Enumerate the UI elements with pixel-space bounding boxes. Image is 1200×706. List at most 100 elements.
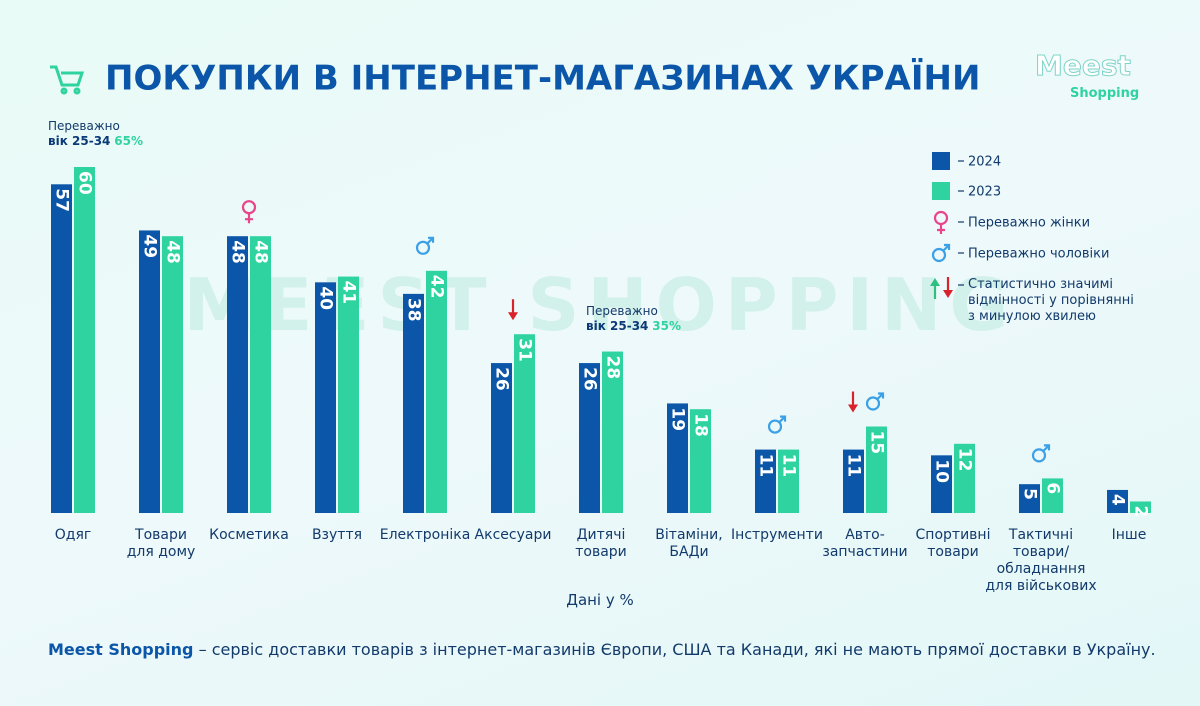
value-label: 26 (492, 367, 512, 391)
bar (1130, 501, 1151, 513)
age-note: Переважно вік 25-34 65% (48, 119, 158, 149)
value-label: 18 (691, 413, 711, 437)
female-icon (933, 210, 949, 234)
bar (954, 443, 975, 513)
bar (866, 426, 887, 513)
note-age: вік 25-34 (586, 318, 649, 333)
bar (755, 449, 776, 513)
legend-label: Переважно чоловіки (968, 247, 1109, 262)
icon-part (876, 392, 885, 401)
bar (491, 363, 512, 513)
bar (778, 449, 799, 513)
value-label: 40 (316, 286, 336, 310)
age-note: Переважно вік 25-34 35% (586, 304, 696, 334)
x-tick-label: Одяг (54, 527, 92, 543)
note-share: 65% (114, 134, 143, 148)
bar (403, 293, 424, 513)
x-tick-label: Тактичні товари/ обладнання для військов… (985, 527, 1097, 594)
x-tick-label: Товари для дому (126, 527, 196, 560)
footer: Meest Shopping – сервіс доставки товарів… (48, 640, 1168, 659)
male-icon (865, 392, 885, 411)
value-label: 48 (163, 240, 183, 264)
bar (1019, 484, 1040, 513)
icon-part (937, 224, 945, 234)
male-icon (415, 236, 435, 255)
note-line: Переважно (586, 303, 658, 318)
male-icon (767, 415, 787, 434)
value-label: 11 (756, 454, 776, 478)
male-icon (1031, 444, 1051, 463)
value-label: 4 (1108, 494, 1128, 506)
value-label: 42 (427, 275, 447, 299)
down-icon (508, 299, 518, 321)
bar (843, 449, 864, 513)
bar (227, 236, 248, 513)
legend-swatch (932, 152, 950, 170)
icon-part (1042, 444, 1051, 453)
note-line: Переважно (48, 119, 120, 133)
icon-part (415, 240, 431, 255)
logo-sub: Shopping (1070, 86, 1139, 101)
bar (1107, 489, 1128, 513)
icon-part (1031, 448, 1047, 463)
legend-label: Переважно жінки (968, 216, 1090, 231)
x-tick-label: Косметика (209, 527, 289, 543)
value-label: 2 (1131, 505, 1151, 517)
value-label: 15 (867, 431, 887, 455)
male-icon (931, 243, 951, 263)
x-tick-label: Взуття (311, 527, 363, 543)
x-tick-label: Електроніка (379, 527, 471, 543)
icon-part (933, 210, 949, 226)
bar (602, 351, 623, 513)
icon-part (865, 396, 881, 411)
bar (667, 403, 688, 513)
bar (1042, 478, 1063, 513)
down-icon (943, 277, 953, 298)
value-label: 12 (955, 448, 975, 472)
x-axis-label: Дані у % (566, 591, 634, 609)
value-label: 48 (228, 240, 248, 264)
value-label: 31 (515, 338, 535, 362)
icon-part (931, 247, 947, 263)
icon-part (778, 415, 787, 424)
value-label: 5 (1020, 488, 1040, 500)
icon-part (767, 419, 783, 434)
x-tick-label: Аксесуари (474, 527, 552, 543)
female-icon (241, 200, 257, 224)
note-age: вік 25-34 (48, 134, 111, 148)
icon-part (426, 236, 435, 245)
value-label: 57 (52, 188, 72, 212)
icon-part (245, 213, 253, 224)
value-label: 10 (932, 459, 952, 483)
footer-text: – сервіс доставки товарів з інтернет-маг… (198, 640, 1156, 659)
bar (74, 167, 95, 513)
icon-part (930, 278, 940, 286)
title: ПОКУПКИ В ІНТЕРНЕТ-МАГАЗИНАХ УКРАЇНИ (105, 58, 980, 99)
bar (139, 230, 160, 513)
value-label: 38 (404, 298, 424, 322)
value-label: 41 (339, 281, 359, 305)
legend-label: Статистично значимі відмінності у порівн… (968, 277, 1134, 324)
bar (514, 334, 535, 513)
value-label: 19 (668, 407, 688, 431)
icon-part (508, 312, 518, 321)
x-tick-label: Вітаміни, БАДи (655, 527, 723, 560)
logo: Meest (1035, 49, 1131, 82)
icon-part (942, 243, 951, 252)
legend-label: 2023 (968, 185, 1001, 200)
icon-part (848, 404, 858, 413)
value-label: 60 (75, 171, 95, 195)
bar (931, 455, 952, 513)
x-tick-label: Інше (1111, 527, 1147, 543)
value-label: 48 (251, 240, 271, 264)
down-icon (848, 391, 858, 413)
value-label: 11 (779, 454, 799, 478)
bar (250, 236, 271, 513)
bar (338, 276, 359, 513)
x-tick-label: Авто- запчастини (822, 527, 908, 560)
icon-part (943, 290, 953, 298)
legend-swatch (932, 182, 950, 200)
legend-label: 2024 (968, 155, 1001, 170)
bar (579, 363, 600, 513)
